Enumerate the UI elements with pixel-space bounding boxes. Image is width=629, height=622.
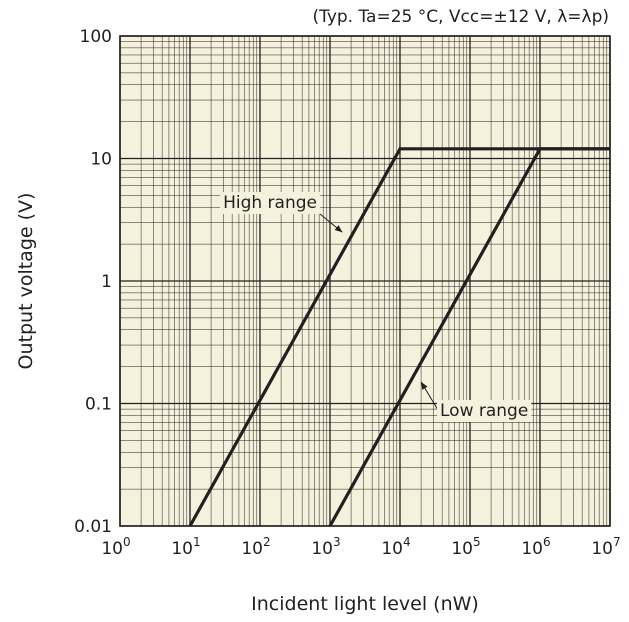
y-tick-label: 0.1 (85, 395, 112, 415)
annotation-label-bg (437, 400, 532, 422)
plot-frame (119, 35, 611, 527)
x-tick-label: 107 (591, 535, 620, 559)
series-layer (188, 147, 610, 527)
x-tick-label: 100 (101, 535, 130, 559)
x-tick-label: 104 (381, 535, 410, 559)
annotation-label: Low range (440, 401, 528, 421)
x-tick-label: 102 (241, 535, 270, 559)
y-tick-label: 100 (80, 27, 112, 47)
y-tick-label: 10 (90, 150, 112, 170)
annotation-label-bg (220, 192, 320, 214)
y-tick-labels: 100 10 1 0.1 0.01 (74, 27, 112, 537)
annotation-arrowhead (421, 381, 428, 390)
y-tick-label: 1 (101, 272, 112, 292)
x-tick-label: 103 (311, 535, 340, 559)
x-tick-labels: 100 101 102 103 104 105 106 107 (101, 535, 620, 559)
annotation-layer: High range Low range (220, 192, 532, 422)
y-axis-title: Output voltage (V) (15, 193, 37, 370)
annotation-arrowhead (334, 225, 343, 233)
series-line-low-range (328, 147, 610, 527)
x-tick-label: 101 (171, 535, 200, 559)
y-tick-label: 0.01 (74, 517, 112, 537)
x-tick-label: 106 (521, 535, 550, 559)
annotation-label: High range (223, 193, 317, 213)
chart-subtitle: (Typ. Ta=25 °C, Vcc=±12 V, λ=λp) (312, 7, 609, 27)
x-tick-label: 105 (451, 535, 480, 559)
x-axis-title: Incident light level (nW) (251, 593, 479, 615)
